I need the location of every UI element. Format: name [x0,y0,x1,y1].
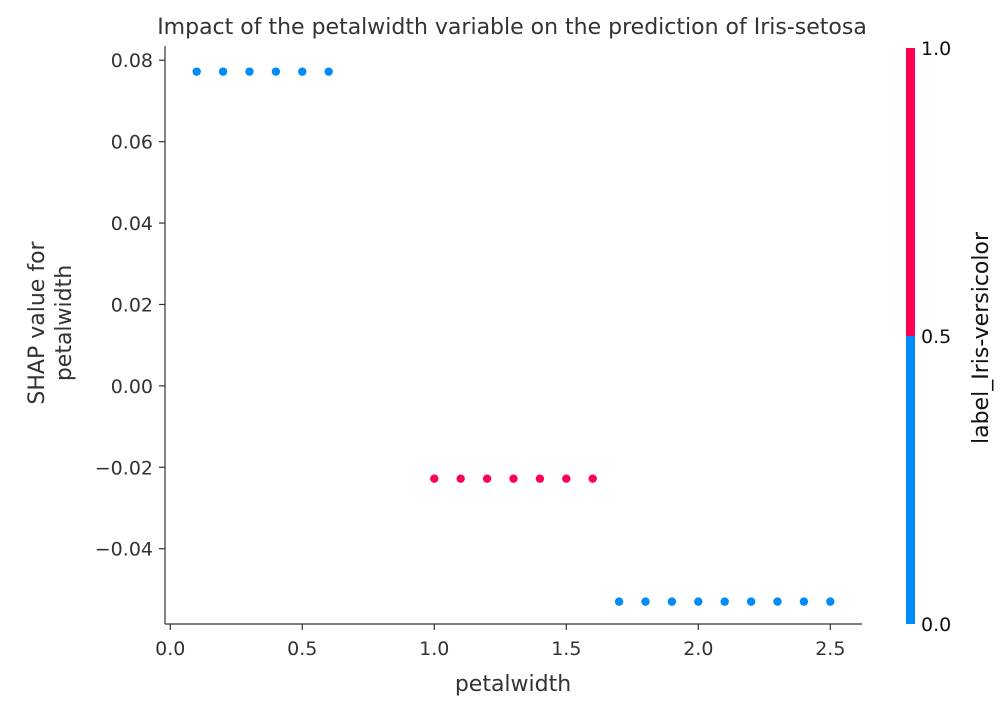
data-point [826,597,835,606]
x-tick-label: 2.5 [815,638,845,660]
plot-axes: 0.0 0.5 1.0 1.5 2.0 2.5 0.08 0.06 0.04 0.02 0.00 −0… [95,46,862,660]
data-point [614,597,624,606]
colorbar-gradient [906,48,915,624]
x-tick-label: 1.0 [419,638,449,660]
y-tick-label: −0.02 [95,457,153,479]
x-tick-label: 0.5 [287,638,317,660]
chart-title: Impact of the petalwidth variable on the… [157,15,867,40]
data-point [218,67,228,76]
colorbar-label: label_Iris-versicolor [969,231,994,444]
y-tick-label: 0.08 [111,50,153,72]
x-axis-label: petalwidth [455,672,571,697]
y-tick-label: 0.06 [111,132,153,154]
data-point [271,67,281,76]
data-point [588,474,597,483]
data-point [773,597,782,606]
y-axis-label-line-2: petalwidth [52,265,77,381]
y-tick-label: 0.00 [111,376,153,398]
colorbar: 0.0 0.5 1.0 [906,38,951,636]
x-tick-label: 1.5 [551,638,581,660]
data-points [192,67,835,606]
data-point [192,67,201,76]
data-point [245,67,254,76]
data-point [746,597,756,606]
colorbar-tick-label: 0.0 [921,614,951,636]
y-tick-label: −0.04 [95,539,153,561]
data-point [298,67,307,76]
y-tick-label: 0.04 [111,213,153,235]
data-point [535,474,545,483]
y-tick-label: 0.02 [111,294,153,316]
y-axis-label-line-1: SHAP value for [25,240,50,404]
data-point [456,474,465,483]
data-point [641,597,650,606]
data-point [509,474,518,483]
data-point [482,474,492,483]
data-point [667,597,677,606]
data-point [430,474,439,483]
x-tick-label: 0.0 [155,638,185,660]
x-tick-label: 2.0 [683,638,713,660]
colorbar-tick-label: 0.5 [921,326,951,348]
colorbar-tick-label: 1.0 [921,38,951,60]
data-point [799,597,809,606]
data-point [720,597,729,606]
data-point [562,474,571,483]
y-axis-label: SHAP value for petalwidth [25,240,77,404]
data-point [694,597,703,606]
data-point [324,67,333,76]
